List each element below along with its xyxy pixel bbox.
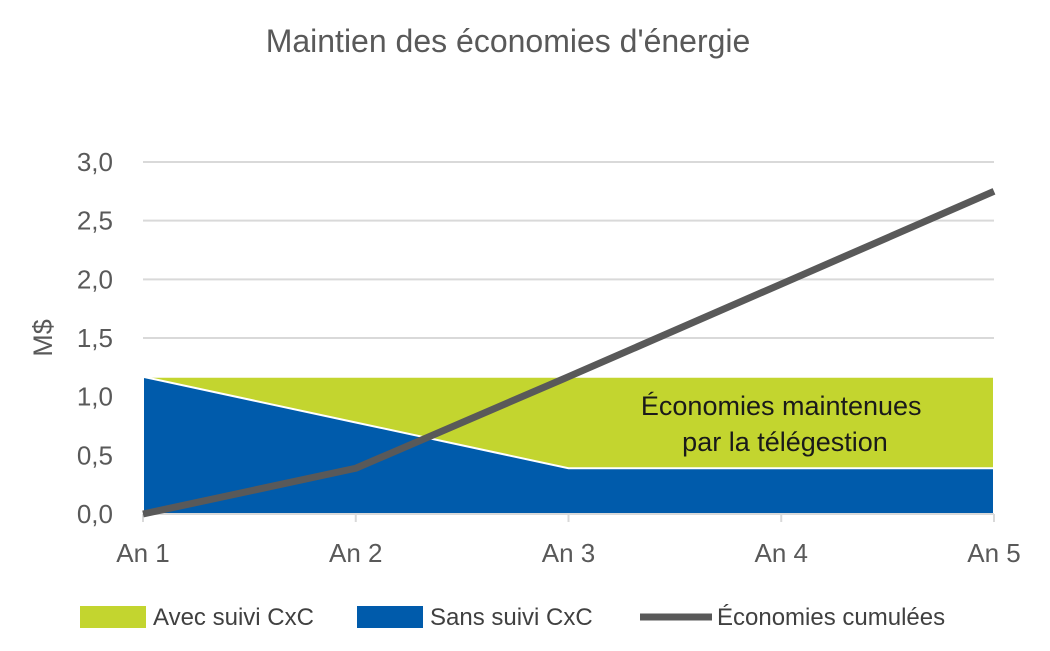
legend-label: Avec suivi CxC bbox=[153, 604, 314, 631]
line-series bbox=[142, 188, 996, 518]
y-tick-label: 1,5 bbox=[77, 323, 113, 353]
y-tick-label: 0,0 bbox=[77, 499, 113, 529]
y-tick-label: 3,0 bbox=[77, 147, 113, 177]
y-tick-label: 2,5 bbox=[77, 206, 113, 236]
x-tick-label: An 2 bbox=[329, 538, 383, 568]
chart-title: Maintien des économies d'énergie bbox=[266, 23, 751, 59]
y-axis-label: M$ bbox=[28, 319, 58, 357]
x-tick-label: An 1 bbox=[116, 538, 170, 568]
annotation-text: Économies maintenues par la télégestion bbox=[641, 391, 929, 457]
annotation-line-1: Économies maintenues bbox=[641, 391, 922, 421]
tick-labels: 0,0 0,5 1,0 1,5 2,0 2,5 3,0 An 1 An 2 An 3 An 4 An … bbox=[77, 147, 1021, 568]
x-axis bbox=[142, 513, 995, 522]
legend-swatch bbox=[80, 606, 146, 628]
x-tick-label: An 5 bbox=[967, 538, 1021, 568]
y-tick-label: 1,0 bbox=[77, 382, 113, 412]
x-tick-label: An 4 bbox=[755, 538, 809, 568]
legend-label: Économies cumulées bbox=[717, 604, 945, 631]
legend: Avec suivi CxC Sans suivi CxC Économies cu… bbox=[80, 604, 945, 631]
legend-label: Sans suivi CxC bbox=[430, 604, 593, 631]
y-tick-label: 0,5 bbox=[77, 440, 113, 470]
line-economies-cumulees bbox=[142, 188, 996, 518]
x-tick-label: An 3 bbox=[542, 538, 596, 568]
legend-swatch bbox=[357, 606, 423, 628]
annotation-line-2: par la télégestion bbox=[682, 427, 888, 457]
y-tick-label: 2,0 bbox=[77, 264, 113, 294]
